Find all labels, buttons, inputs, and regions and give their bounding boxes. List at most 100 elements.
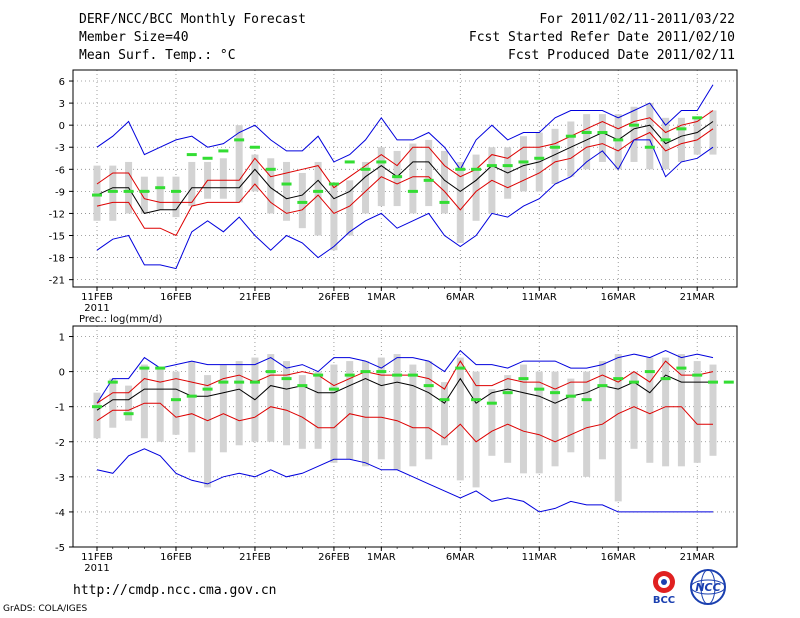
observed-mark [139,366,150,370]
y-tick-label: -3 [55,143,65,154]
spread-bar [677,117,685,162]
spread-bar [362,361,370,467]
observed-mark [297,384,308,388]
observed-mark [107,380,118,384]
spread-bar [188,361,196,453]
observed-mark [392,175,403,179]
spread-bar [267,354,275,442]
observed-mark [423,178,434,182]
observed-mark [439,200,450,204]
x-year-label: 2011 [84,563,109,574]
observed-mark [218,149,229,153]
spread-bar [567,378,575,453]
observed-mark [360,370,371,374]
observed-mark [486,401,497,405]
x-tick-label: 16FEB [160,552,192,563]
x-tick-label: 11FEB [81,552,113,563]
spread-bar [440,382,448,446]
series-line-ensemble-mean [96,121,714,214]
observed-mark [502,164,513,168]
spread-bar [693,361,701,463]
observed-mark [249,380,260,384]
spread-bar [298,172,306,229]
observed-mark [202,156,213,160]
observed-mark [234,138,245,142]
observed-mark [265,167,276,171]
x-tick-label: 21FEB [239,292,271,303]
spread-bar [283,361,291,446]
y-tick-label: 0 [59,121,65,132]
y-tick-label: -21 [49,276,65,287]
observed-mark [202,387,213,391]
observed-mark [692,373,703,377]
spread-bar [346,361,354,460]
spread-bar [346,180,354,236]
spread-bar [456,357,464,481]
observed-mark [107,189,118,193]
observed-mark [313,189,324,193]
observed-mark [692,116,703,120]
y-tick-label: 6 [59,77,65,88]
series-line-mean-1-sd [96,360,714,404]
observed-mark [170,189,181,193]
x-year-label: 2011 [84,303,109,314]
observed-mark [613,138,624,142]
y-tick-label: -15 [49,232,65,243]
spread-bar [204,375,212,488]
spread-bar [219,158,227,199]
observed-mark [471,167,482,171]
observed-mark [629,380,640,384]
plot-frame [72,325,738,548]
spread-bar [219,364,227,453]
spread-bar [409,364,417,467]
spread-bar [283,161,291,221]
observed-mark [92,193,102,197]
observed-mark [581,131,592,135]
observed-mark [502,391,513,395]
observed-mark [644,370,655,374]
ncc-logo: NCC [690,569,726,605]
observed-mark [407,189,418,193]
x-tick-label: 16FEB [160,292,192,303]
spread-bar [298,375,306,449]
series-line-ensemble-max [96,349,714,404]
spread-bar [567,121,575,177]
observed-mark [155,366,166,370]
spread-bar [583,371,591,477]
y-tick-label: 3 [59,99,65,110]
observed-mark [328,387,339,391]
spread-bar [630,106,638,162]
observed-mark [581,398,592,402]
y-tick-label: -2 [55,438,65,449]
x-tick-label: 21FEB [239,552,271,563]
y-tick-label: -6 [55,165,65,176]
spread-bar [188,161,196,207]
spread-bar [267,158,275,214]
spread-bar [709,110,717,155]
spread-bar [519,136,527,192]
observed-mark [676,127,687,131]
observed-mark [92,405,102,409]
source-url[interactable]: http://cmdp.ncc.cma.gov.cn [73,583,277,598]
observed-mark [565,134,576,138]
spread-bar [125,385,133,421]
observed-mark [423,384,434,388]
observed-mark [723,380,734,384]
spread-bar [535,371,543,474]
precip-panel-title: Prec.: log(mm/d) [79,314,162,325]
forecast-start-date: Fcst Started Refer Date 2011/02/10 [468,30,735,45]
spread-bar [362,161,370,214]
observed-mark [597,384,608,388]
series-line-mean-1-sd [96,128,714,237]
observed-mark [534,387,545,391]
spread-bar [440,150,448,214]
y-tick-label: -18 [49,254,65,265]
spread-bar [172,371,180,435]
spread-bar [330,364,338,463]
spread-bar [251,154,259,192]
observed-mark [676,366,687,370]
spread-bar [583,114,591,170]
observed-mark [455,366,466,370]
spread-bar [409,143,417,214]
